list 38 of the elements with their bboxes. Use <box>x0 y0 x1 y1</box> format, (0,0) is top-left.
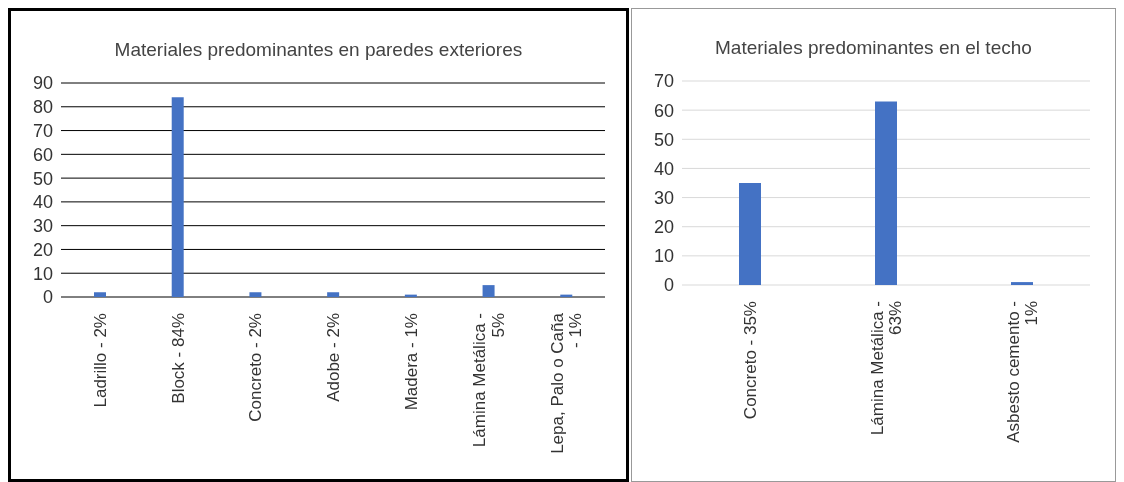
x-tick-label: Adobe - 2% <box>323 313 343 402</box>
y-tick-label: 10 <box>32 263 53 284</box>
y-tick-label: 40 <box>653 158 674 179</box>
bar <box>327 292 340 297</box>
y-tick-label: 10 <box>653 246 674 267</box>
y-tick-label: 60 <box>653 100 674 121</box>
bar <box>1010 282 1033 285</box>
x-tick-label: Lámina Metálica - 5% <box>470 313 508 448</box>
bar <box>874 101 897 285</box>
y-tick-label: 50 <box>32 168 53 189</box>
chart-title: Materiales predominantes en paredes exteriores <box>113 39 524 62</box>
x-tick-label: Asbesto cemento - 1% <box>1003 301 1042 443</box>
y-tick-label: 60 <box>32 144 53 165</box>
x-tick-label: Lepa, Palo o Caña - 1% <box>547 312 586 454</box>
y-tick-label: 50 <box>653 129 674 150</box>
chart-title: Materiales predominantes en el techo <box>714 37 1033 60</box>
y-tick-label: 70 <box>32 120 53 141</box>
bar <box>738 183 761 285</box>
y-tick-label: 90 <box>32 73 53 94</box>
y-tick-label: 40 <box>32 192 53 213</box>
x-tick-label: Concreto - 35% <box>740 301 760 420</box>
bar <box>249 292 262 297</box>
y-tick-label: 30 <box>653 187 674 208</box>
bar <box>171 97 184 297</box>
bar <box>94 292 106 297</box>
x-tick-label: Concreto - 2% <box>246 313 266 422</box>
bar <box>482 285 495 297</box>
y-tick-label: 30 <box>32 216 53 237</box>
x-tick-label: Block - 84% <box>168 313 188 404</box>
y-tick-label: 0 <box>663 275 674 296</box>
y-tick-label: 20 <box>653 217 674 238</box>
x-tick-label: Lámina Metálica - 63% <box>867 301 906 436</box>
x-tick-label: Madera - 1% <box>401 313 421 411</box>
y-tick-label: 0 <box>42 287 53 308</box>
y-tick-label: 70 <box>653 71 674 92</box>
x-tick-label: Ladrillo - 2% <box>90 313 110 408</box>
y-tick-label: 20 <box>32 239 53 260</box>
y-tick-label: 80 <box>32 97 53 118</box>
